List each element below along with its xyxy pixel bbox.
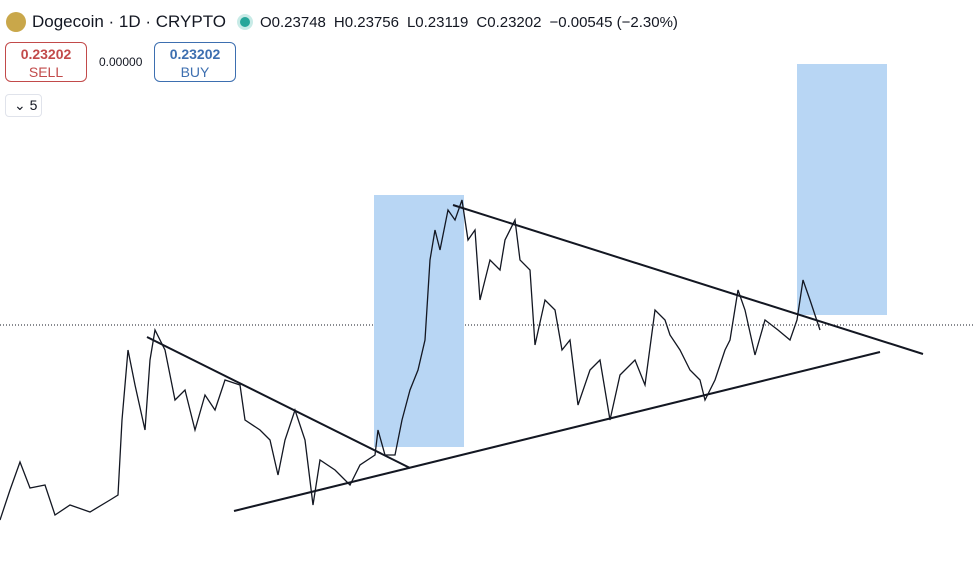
change-value: −0.00545 (−2.30%) — [549, 13, 678, 31]
open-value: O0.23748 — [260, 13, 326, 31]
low-value: L0.23119 — [406, 13, 469, 31]
sell-price: 0.23202 — [20, 46, 72, 62]
sell-button[interactable]: 0.23202 SELL — [5, 42, 87, 82]
spread: 0.00000 — [99, 55, 143, 69]
close-value: C0.23202 — [476, 13, 542, 31]
header: Dogecoin · 1D · CRYPTO O0.23748 H0.23756… — [6, 10, 686, 34]
indicators-toggle[interactable]: ⌄ 5 — [5, 94, 42, 117]
coin-icon — [6, 12, 26, 32]
high-value: H0.23756 — [333, 13, 399, 31]
trend-line — [452, 204, 924, 355]
trend-line — [146, 336, 411, 469]
symbol-title[interactable]: Dogecoin · 1D · CRYPTO — [32, 12, 226, 31]
sell-label: SELL — [28, 64, 64, 80]
trend-line — [233, 351, 881, 512]
projection-box — [797, 64, 887, 315]
indicator-count: 5 — [29, 97, 38, 113]
status-dot — [240, 17, 250, 27]
projection-box — [374, 195, 464, 447]
price-path — [0, 199, 821, 521]
buy-label: BUY — [180, 64, 210, 80]
buy-button[interactable]: 0.23202 BUY — [154, 42, 236, 82]
buy-price: 0.23202 — [169, 46, 221, 62]
